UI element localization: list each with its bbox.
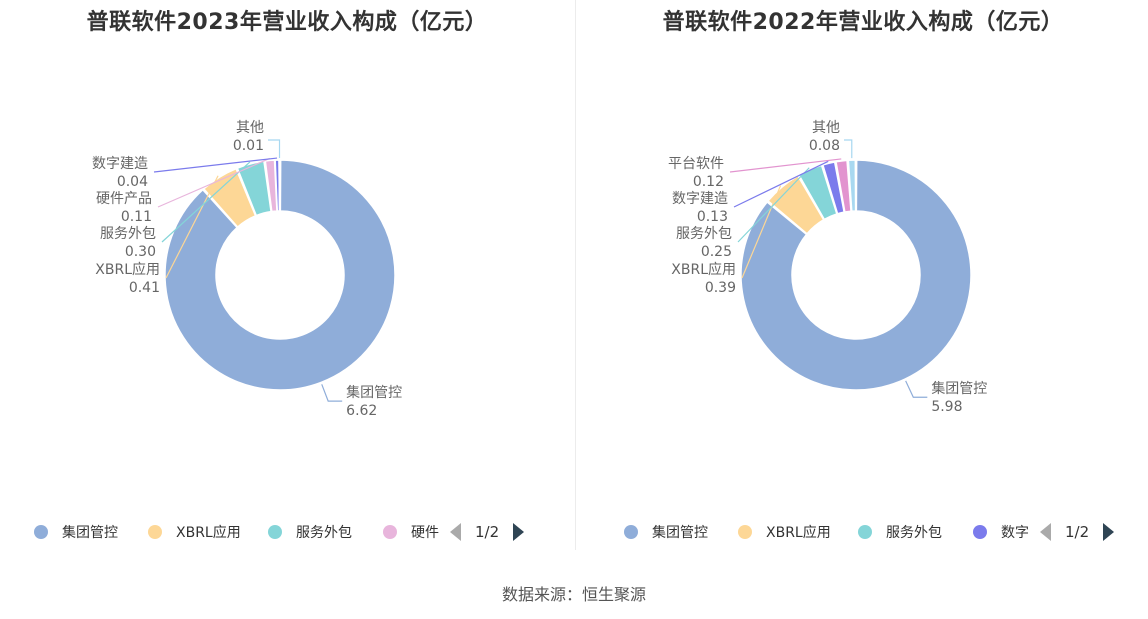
donut-slice-3[interactable] <box>821 161 845 215</box>
panel-divider <box>575 0 576 550</box>
slice-value-label: 0.30 <box>125 244 156 260</box>
legend-item[interactable]: 数字 <box>973 520 1029 544</box>
leader-line <box>268 139 281 159</box>
legend-dot <box>148 525 162 539</box>
slice-name-label: 数字建造 <box>92 156 148 172</box>
legend-dot <box>383 525 397 539</box>
slice-value-label: 0.41 <box>129 280 160 296</box>
donut-chart: 集团管控 5.98 XBRL应用 0.39 服务外包 0.25 数字建造 0.13 平台软件 0.… <box>668 120 987 415</box>
legend-label: 集团管控 <box>652 525 708 541</box>
donut-slice-5[interactable] <box>278 159 281 212</box>
leader-line <box>733 160 829 208</box>
legend-dot <box>34 525 48 539</box>
donut-slice-4[interactable] <box>835 159 852 213</box>
leader-line <box>741 185 782 279</box>
legend-dot <box>738 525 752 539</box>
leader-line <box>729 158 842 173</box>
slice-name-label: XBRL应用 <box>671 261 736 278</box>
leader-line <box>905 380 928 398</box>
slice-value-label: 0.12 <box>693 174 724 190</box>
legend-dot <box>624 525 638 539</box>
legend-page-number: 1/2 <box>1065 523 1090 541</box>
data-source-note: 数据来源：恒生聚源 <box>501 585 646 604</box>
slice-name-label: 服务外包 <box>676 226 732 242</box>
legend-prev-arrow-icon[interactable] <box>1040 523 1051 541</box>
donut-slice-1[interactable] <box>202 167 257 229</box>
leader-line <box>737 167 810 243</box>
donut-slice-0[interactable] <box>740 159 972 391</box>
legend-item[interactable]: XBRL应用 <box>738 520 831 544</box>
chart-panel-2022: 普联软件2022年营业收入构成（亿元） 集团管控 5.98 XBRL应用 0.39 服务… <box>576 0 1148 550</box>
legend-label: 服务外包 <box>886 525 942 541</box>
legend-label: XBRL应用 <box>766 525 831 541</box>
slice-name-label: 平台软件 <box>668 156 724 172</box>
slice-name-label: 其他 <box>812 120 840 136</box>
legend: 集团管控 XBRL应用 服务外包 数字 1/2 <box>576 520 1148 544</box>
leader-line <box>157 157 270 208</box>
slice-value-label: 0.01 <box>233 138 264 154</box>
legend-item[interactable]: XBRL应用 <box>148 520 241 544</box>
legend-label: 集团管控 <box>62 525 118 541</box>
slice-name-label: 其他 <box>236 120 264 136</box>
legend: 集团管控 XBRL应用 服务外包 硬件 1/2 <box>0 520 574 544</box>
slice-value-label: 5.98 <box>931 399 962 415</box>
slice-value-label: 0.25 <box>701 244 732 260</box>
legend-pager: 1/2 <box>1040 520 1115 544</box>
legend-pager: 1/2 <box>450 520 525 544</box>
legend-dot <box>973 525 987 539</box>
slice-name-label: 集团管控 <box>346 384 402 401</box>
legend-label: XBRL应用 <box>176 525 241 541</box>
donut-slice-1[interactable] <box>766 174 825 235</box>
slice-name-label: 数字建造 <box>672 191 728 207</box>
slice-value-label: 0.08 <box>809 138 840 154</box>
legend-label: 硬件 <box>411 525 439 541</box>
legend-item[interactable]: 硬件 <box>383 520 439 544</box>
legend-item[interactable]: 服务外包 <box>268 520 352 544</box>
legend-next-arrow-icon[interactable] <box>513 523 525 541</box>
legend-dot <box>268 525 282 539</box>
donut-slice-5[interactable] <box>847 159 857 212</box>
chart-title: 普联软件2023年营业收入构成（亿元） <box>86 10 488 35</box>
slice-value-label: 0.13 <box>697 209 728 225</box>
leader-line <box>161 161 251 243</box>
donut-chart: 集团管控 6.62 XBRL应用 0.41 服务外包 0.30 硬件产品 0.11 数字建造 0.… <box>92 120 402 419</box>
donut-slice-0[interactable] <box>164 159 396 391</box>
legend-prev-arrow-icon[interactable] <box>450 523 461 541</box>
legend-item[interactable]: 集团管控 <box>624 520 708 544</box>
slice-name-label: 硬件产品 <box>96 191 152 207</box>
legend-next-arrow-icon[interactable] <box>1103 523 1115 541</box>
legend-item[interactable]: 服务外包 <box>858 520 942 544</box>
slice-name-label: 服务外包 <box>100 226 156 242</box>
slice-name-label: 集团管控 <box>931 380 987 397</box>
legend-label: 数字 <box>1001 525 1029 541</box>
slice-value-label: 0.11 <box>121 209 152 225</box>
legend-dot <box>858 525 872 539</box>
slice-value-label: 0.04 <box>117 174 148 190</box>
leader-line <box>321 384 343 402</box>
chart-title: 普联软件2022年营业收入构成（亿元） <box>662 10 1064 35</box>
legend-page-number: 1/2 <box>475 523 500 541</box>
slice-value-label: 6.62 <box>346 403 377 419</box>
legend-label: 服务外包 <box>296 525 352 541</box>
slice-value-label: 0.39 <box>705 280 736 296</box>
slice-name-label: XBRL应用 <box>95 261 160 278</box>
leader-line <box>844 139 853 159</box>
leader-line <box>165 175 219 279</box>
chart-panel-2023: 普联软件2023年营业收入构成（亿元） 集团管控 6.62 XBRL应用 0.41 服务… <box>0 0 574 550</box>
legend-item[interactable]: 集团管控 <box>34 520 118 544</box>
leader-line <box>153 157 278 173</box>
